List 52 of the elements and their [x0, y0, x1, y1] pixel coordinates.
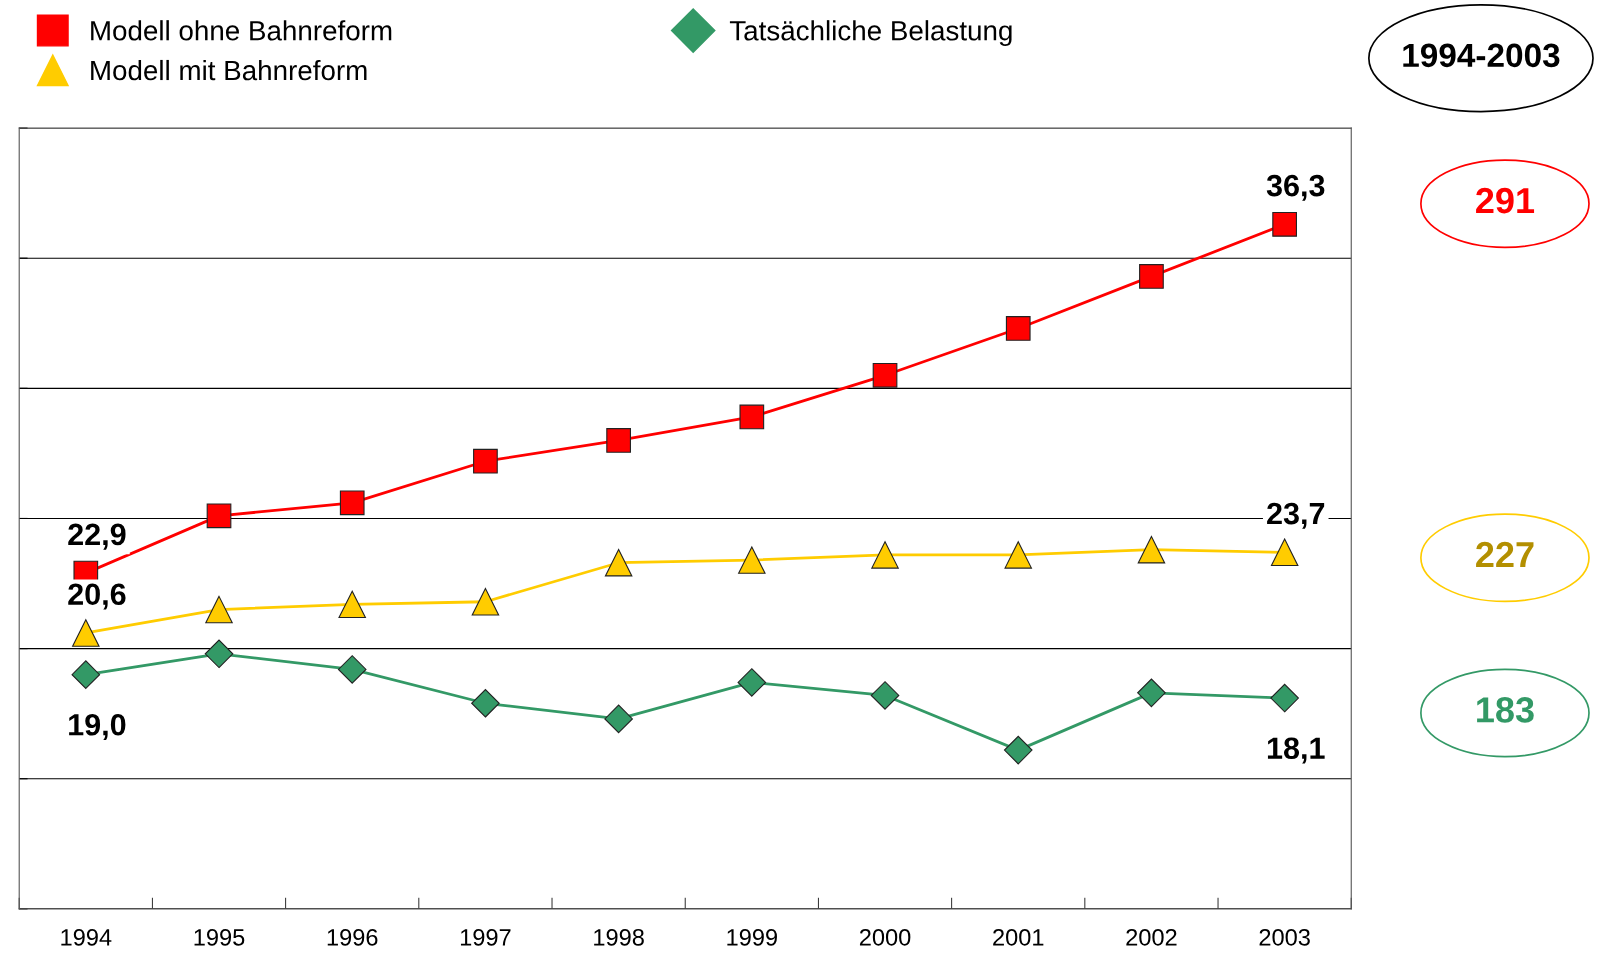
data-label: 20,6	[68, 583, 126, 610]
point	[1272, 211, 1298, 237]
x-tick-label: 1999	[727, 928, 777, 946]
point	[606, 428, 631, 453]
text: 183	[1477, 697, 1534, 723]
legend-label: Modell ohne Bahnreform	[91, 20, 392, 41]
point	[339, 490, 365, 516]
x-tick-label: 2001	[993, 928, 1044, 946]
point	[737, 668, 767, 697]
text: 227	[1476, 541, 1534, 568]
point	[1003, 735, 1033, 765]
point	[204, 639, 234, 669]
point	[1270, 683, 1299, 713]
point	[871, 541, 899, 569]
point	[205, 595, 233, 624]
point	[1137, 535, 1166, 564]
text: 1994-2003	[1403, 43, 1560, 68]
x-tick-label: 1997	[460, 928, 511, 946]
point	[872, 362, 898, 388]
x-tick-label: 1996	[327, 928, 378, 946]
point	[471, 688, 500, 718]
legend-label: Tatsächliche Belastung	[729, 20, 1012, 47]
x-tick-label: 2000	[859, 928, 911, 946]
point	[338, 590, 366, 619]
point	[870, 681, 900, 710]
x-tick-label: 1995	[194, 928, 245, 946]
point	[71, 660, 101, 689]
point	[1137, 678, 1166, 708]
point	[1004, 541, 1032, 569]
data-label: 19,0	[69, 713, 126, 741]
x-tick-label: 1998	[594, 928, 644, 946]
legend-label: Modell mit Bahnreform	[91, 59, 367, 81]
point	[337, 655, 367, 684]
point	[739, 404, 765, 430]
point	[206, 503, 232, 529]
point	[471, 588, 500, 616]
data-label: 18,1	[1267, 737, 1325, 764]
point	[473, 448, 498, 474]
point	[72, 619, 100, 647]
point	[1270, 538, 1299, 567]
x-tick-label: 2002	[1126, 928, 1177, 946]
data-label: 23,7	[1267, 502, 1325, 529]
x-tick-label: 1994	[61, 928, 112, 946]
data-label: 36,3	[1266, 174, 1325, 201]
point	[1139, 264, 1164, 289]
point	[1005, 316, 1031, 341]
point	[604, 548, 633, 577]
data-label: 22,9	[68, 523, 126, 550]
text: 291	[1476, 187, 1535, 214]
point	[738, 546, 766, 574]
point	[604, 704, 633, 734]
x-tick-label: 2003	[1259, 928, 1310, 946]
